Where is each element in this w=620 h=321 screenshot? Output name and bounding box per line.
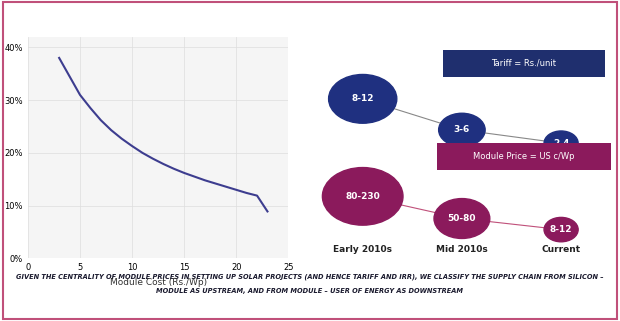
Text: IMPACT OF MODULE PRICE CHANGE ON EQUITY IRR: IMPACT OF MODULE PRICE CHANGE ON EQUITY … bbox=[31, 14, 276, 23]
Circle shape bbox=[439, 113, 485, 146]
X-axis label: Module Cost (Rs./Wp): Module Cost (Rs./Wp) bbox=[110, 278, 206, 287]
Circle shape bbox=[544, 217, 578, 242]
Text: Current: Current bbox=[541, 245, 581, 254]
Text: Early 2010s: Early 2010s bbox=[333, 245, 392, 254]
FancyBboxPatch shape bbox=[443, 50, 604, 77]
Circle shape bbox=[434, 199, 490, 239]
Text: 50-80: 50-80 bbox=[448, 214, 476, 223]
Text: Tariff = Rs./unit: Tariff = Rs./unit bbox=[492, 59, 556, 68]
Text: MODULE AS UPSTREAM, AND FROM MODULE – USER OF ENERGY AS DOWNSTREAM: MODULE AS UPSTREAM, AND FROM MODULE – US… bbox=[156, 288, 464, 294]
Text: Mid 2010s: Mid 2010s bbox=[436, 245, 488, 254]
Text: Source: IRENA, News Articles, SBICAPS: Source: IRENA, News Articles, SBICAPS bbox=[483, 307, 604, 311]
Text: Module Price = US c/Wp: Module Price = US c/Wp bbox=[473, 152, 575, 161]
Text: 2-4: 2-4 bbox=[553, 139, 569, 148]
Text: 8-12: 8-12 bbox=[352, 94, 374, 103]
FancyBboxPatch shape bbox=[437, 143, 611, 170]
Text: IMPACT OF MODULE PRICE CHANGE ON TARIFF: IMPACT OF MODULE PRICE CHANGE ON TARIFF bbox=[350, 14, 574, 23]
Circle shape bbox=[322, 168, 403, 225]
Text: GIVEN THE CENTRALITY OF MODULE PRICES IN SETTING UP SOLAR PROJECTS (AND HENCE TA: GIVEN THE CENTRALITY OF MODULE PRICES IN… bbox=[16, 273, 604, 280]
Text: 8-12: 8-12 bbox=[550, 225, 572, 234]
Circle shape bbox=[329, 74, 397, 123]
Text: 3-6: 3-6 bbox=[454, 126, 470, 134]
Text: 80-230: 80-230 bbox=[345, 192, 380, 201]
Circle shape bbox=[544, 131, 578, 155]
